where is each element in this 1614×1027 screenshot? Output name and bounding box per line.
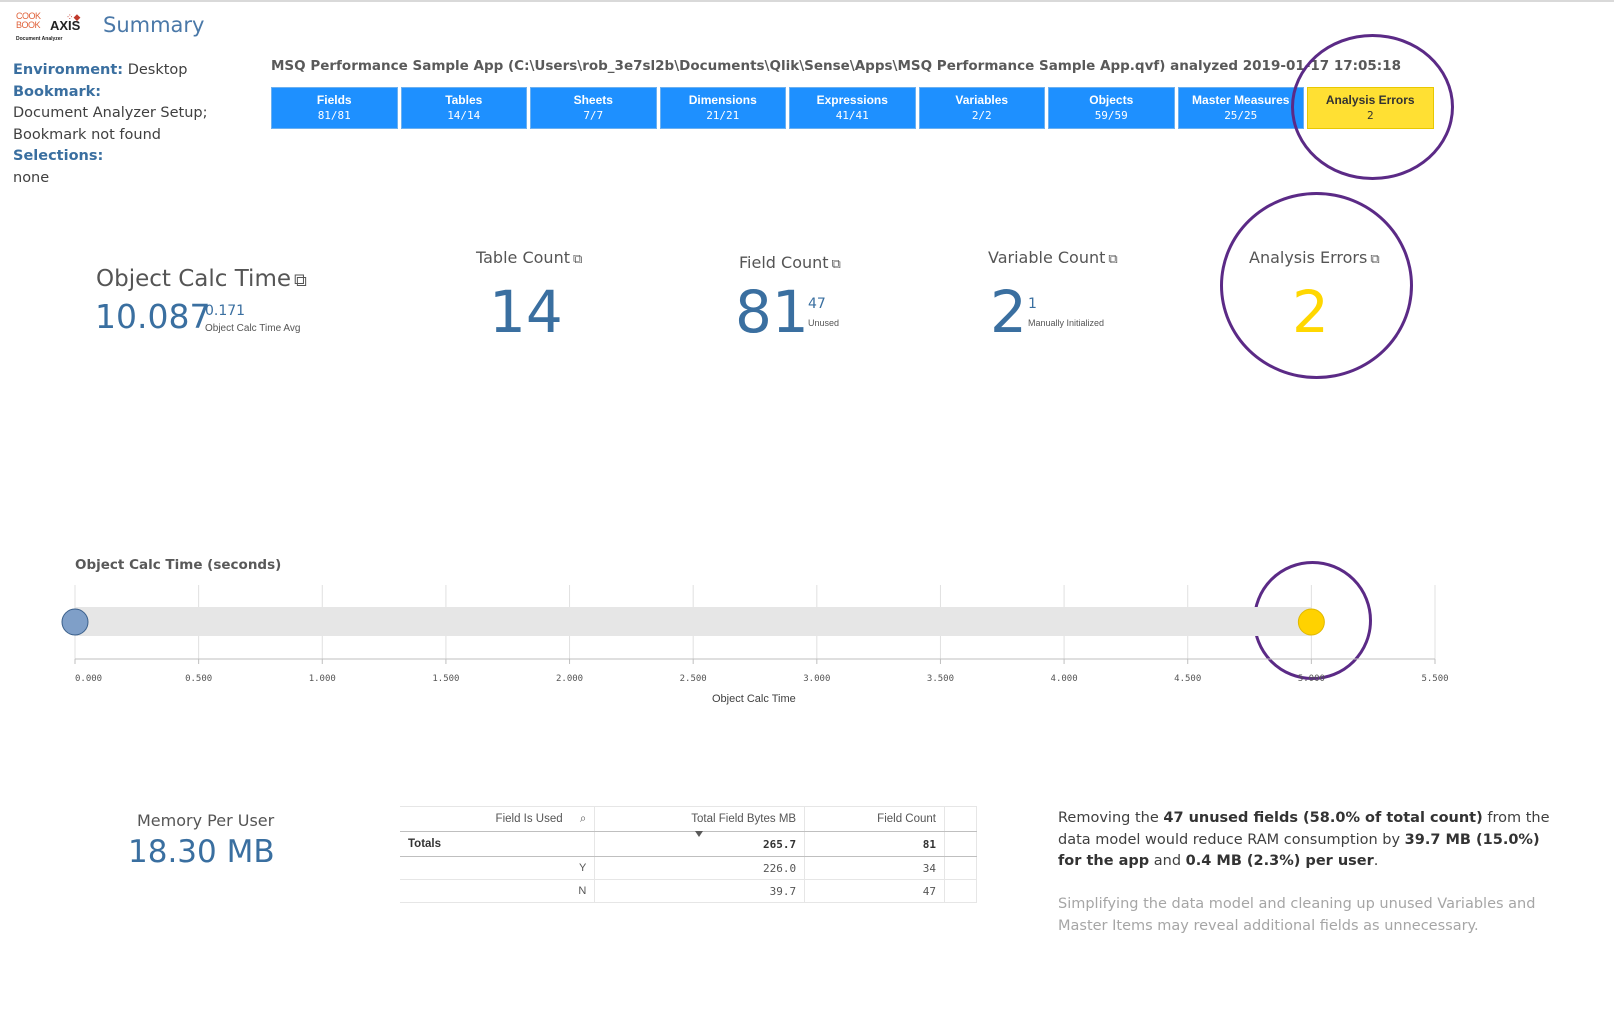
object-calc-time-chart[interactable]: 0.000 0.500 1.000 1.500 2.000 2.500 3.000 3.500…: [60, 575, 1460, 690]
environment-panel: Environment: Desktop Bookmark: Document …: [13, 60, 243, 189]
top-border: [0, 0, 1614, 2]
x-tick-label: 2.000: [556, 674, 583, 684]
bookmark-value-2: Bookmark not found: [13, 126, 161, 143]
kpi-calc-avg-label: Object Calc Time Avg: [205, 323, 301, 334]
tile-tables[interactable]: Tables 14/14: [400, 87, 527, 129]
table-totals-row: Totals 265.7 81: [400, 831, 978, 857]
tile-expressions[interactable]: Expressions 41/41: [789, 87, 916, 129]
external-link-icon[interactable]: ⧉: [294, 270, 307, 291]
table-row[interactable]: Y 226.0 34: [400, 856, 978, 880]
bookmark-value-1: Document Analyzer Setup;: [13, 105, 208, 121]
kpi-calc-value: 10.087: [95, 297, 211, 336]
x-tick-label: 1.500: [432, 674, 459, 684]
external-link-icon[interactable]: ⧉: [1370, 252, 1380, 267]
tile-sheets[interactable]: Sheets 7/7: [530, 87, 657, 129]
column-header-field-is-used[interactable]: Field Is Used ⌕: [400, 806, 596, 832]
selections-label: Selections:: [13, 148, 104, 164]
field-usage-table: Field Is Used ⌕ Total Field Bytes MB Fie…: [400, 806, 978, 903]
kpi-field-unused-label: Unused: [808, 318, 840, 328]
bookmark-label: Bookmark:: [13, 83, 102, 100]
data-point[interactable]: [1297, 608, 1325, 636]
kpi-variable-value: 2: [990, 278, 1027, 346]
logo-axis-text: AXIS: [50, 18, 81, 33]
tile-analysis-errors[interactable]: Analysis Errors 2: [1307, 87, 1434, 129]
x-tick-label: 5.000: [1298, 674, 1325, 684]
range-band: [75, 607, 1312, 636]
tile-dimensions[interactable]: Dimensions 21/21: [659, 87, 786, 129]
search-icon[interactable]: ⌕: [579, 812, 587, 825]
x-tick-label: 2.500: [680, 674, 707, 684]
summary-tiles: Fields 81/81 Tables 14/14 Sheets 7/7 Dimens…: [271, 87, 1434, 129]
kpi-calc-title[interactable]: Object Calc Time ⧉: [96, 266, 307, 292]
kpi-field-title[interactable]: Field Count ⧉: [739, 253, 841, 272]
x-tick-label: 5.500: [1421, 674, 1448, 684]
app-analyzed-header: MSQ Performance Sample App (C:\Users\rob…: [271, 58, 1401, 74]
memory-per-user-value: 18.30 MB: [128, 834, 275, 870]
table-row[interactable]: N 39.7 47: [400, 879, 978, 903]
x-tick-label: 3.000: [803, 674, 830, 684]
logo-sub-text: Document Analyzer: [16, 36, 63, 42]
kpi-field-unused-value: 47: [808, 296, 826, 312]
x-tick-label: 0.500: [185, 674, 212, 684]
selections-value: none: [13, 169, 50, 186]
x-tick-label: 0.000: [75, 674, 102, 684]
sort-descending-icon: [695, 831, 704, 837]
tile-objects[interactable]: Objects 59/59: [1048, 87, 1175, 129]
environment-label: Environment:: [13, 62, 124, 78]
kpi-errors-title[interactable]: Analysis Errors ⧉: [1249, 248, 1380, 267]
external-link-icon[interactable]: ⧉: [831, 257, 841, 272]
kpi-variable-init-value: 1: [1028, 296, 1037, 312]
chart-x-axis-label: Object Calc Time: [712, 693, 796, 705]
memory-per-user-title: Memory Per User: [137, 811, 275, 830]
kpi-errors-value: 2: [1292, 278, 1329, 346]
tile-variables[interactable]: Variables 2/2: [918, 87, 1045, 129]
x-tick-label: 3.500: [927, 674, 954, 684]
environment-value: Desktop: [127, 62, 188, 78]
tile-fields[interactable]: Fields 81/81: [271, 87, 398, 129]
kpi-variable-title[interactable]: Variable Count ⧉: [988, 248, 1118, 267]
page-title: Summary: [103, 13, 205, 37]
external-link-icon[interactable]: ⧉: [572, 252, 583, 267]
kpi-variable-init-label: Manually Initialized: [1028, 318, 1105, 328]
simplify-hint-note: Simplifying the data model and cleaning …: [1058, 896, 1536, 934]
logo-cook-text: COOK BOOK: [16, 11, 41, 30]
chart-title: Object Calc Time (seconds): [75, 557, 282, 573]
external-link-icon[interactable]: ⧉: [1108, 252, 1118, 267]
column-header-field-count[interactable]: Field Count: [804, 806, 945, 832]
kpi-calc-avg-value: 0.171: [205, 303, 246, 319]
x-tick-label: 1.000: [309, 674, 336, 684]
logo-dots-icon: ⁘◆: [66, 12, 81, 22]
column-header-total-field-bytes[interactable]: Total Field Bytes MB: [594, 806, 806, 837]
x-tick-label: 4.000: [1051, 674, 1078, 684]
data-point[interactable]: [61, 608, 89, 636]
kpi-table-title[interactable]: Table Count ⧉: [476, 248, 583, 267]
unused-fields-note: Removing the 47 unused fields (58.0% of …: [1058, 810, 1550, 869]
x-tick-label: 4.500: [1174, 674, 1201, 684]
cookbook-axis-logo: COOK BOOK ⁘◆ AXIS Document Analyzer: [14, 12, 84, 44]
tile-master-measures[interactable]: Master Measures 25/25: [1177, 87, 1304, 129]
kpi-table-value: 14: [489, 278, 563, 346]
kpi-field-value: 81: [735, 278, 809, 346]
